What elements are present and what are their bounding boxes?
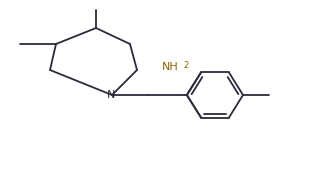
Text: N: N <box>107 90 115 100</box>
Text: 2: 2 <box>183 61 188 70</box>
Text: NH: NH <box>162 62 179 72</box>
